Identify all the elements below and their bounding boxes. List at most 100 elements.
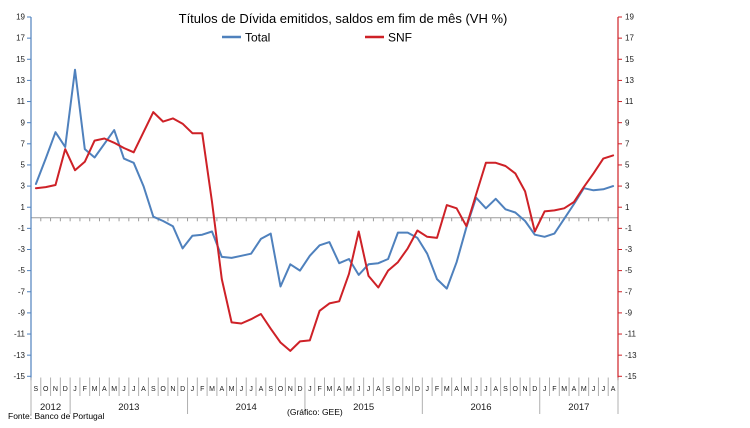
- year-label: 2016: [470, 402, 491, 413]
- month-label: N: [523, 386, 528, 393]
- month-label: J: [602, 386, 606, 393]
- right-y-axis-label: -7: [625, 287, 633, 296]
- left-y-axis-label: 9: [21, 118, 26, 127]
- month-label: M: [581, 386, 587, 393]
- month-label: J: [240, 386, 244, 393]
- right-y-axis-label: -1: [625, 224, 633, 233]
- month-label: J: [122, 386, 126, 393]
- month-label: F: [83, 386, 87, 393]
- left-y-axis-label: -15: [13, 372, 25, 381]
- right-y-axis-label: 15: [625, 55, 634, 64]
- month-label: J: [425, 386, 429, 393]
- year-label: 2013: [118, 402, 139, 413]
- month-label: A: [572, 386, 577, 393]
- month-label: J: [191, 386, 195, 393]
- month-label: O: [278, 386, 284, 393]
- month-label: J: [592, 386, 596, 393]
- legend-snf-label: SNF: [388, 31, 412, 45]
- right-y-axis-label: 5: [625, 161, 630, 170]
- month-label: N: [405, 386, 410, 393]
- left-y-axis-label: 15: [16, 55, 25, 64]
- left-y-axis-label: 5: [21, 161, 26, 170]
- legend: Total SNF: [222, 31, 412, 45]
- month-label: A: [102, 386, 107, 393]
- month-label: D: [415, 386, 420, 393]
- right-y-axis-label: 3: [625, 182, 630, 191]
- month-label: J: [249, 386, 253, 393]
- right-y-axis-label: -3: [625, 245, 633, 254]
- left-y-axis-label: -3: [18, 245, 26, 254]
- month-label: J: [474, 386, 478, 393]
- left-y-axis-label: 3: [21, 182, 26, 191]
- month-label: S: [151, 386, 156, 393]
- right-y-axis-label: 1: [625, 203, 630, 212]
- year-label: 2012: [40, 402, 61, 413]
- month-label: M: [444, 386, 450, 393]
- month-label: M: [326, 386, 332, 393]
- right-y-axis-label: 17: [625, 34, 634, 43]
- month-label: M: [229, 386, 235, 393]
- month-label: S: [268, 386, 273, 393]
- left-y-axis-label: 11: [17, 97, 26, 106]
- month-label: M: [209, 386, 215, 393]
- month-label: A: [454, 386, 459, 393]
- total-line: [34, 68, 615, 290]
- month-label: S: [386, 386, 391, 393]
- month-label: J: [543, 386, 547, 393]
- month-label: A: [611, 386, 616, 393]
- right-y-axis-label: -11: [625, 330, 637, 339]
- month-label: M: [463, 386, 469, 393]
- snf-line: [34, 111, 615, 352]
- left-y-axis-label: 13: [16, 76, 25, 85]
- right-y-axis-label: 19: [625, 13, 634, 22]
- month-label: J: [367, 386, 371, 393]
- chart-title: Títulos de Dívida emitidos, saldos em fi…: [179, 11, 508, 26]
- month-label: F: [435, 386, 439, 393]
- left-y-axis-label: -1: [18, 224, 26, 233]
- month-label: N: [170, 386, 175, 393]
- month-label: O: [43, 386, 49, 393]
- month-label: F: [317, 386, 321, 393]
- right-y-axis-label: 7: [625, 139, 630, 148]
- right-y-axis-label: -13: [625, 351, 637, 360]
- month-label: F: [200, 386, 204, 393]
- month-label: F: [552, 386, 556, 393]
- left-y-axis-label: -5: [18, 266, 26, 275]
- month-label: M: [346, 386, 352, 393]
- month-label: A: [493, 386, 498, 393]
- left-y-axis-label: -9: [18, 308, 26, 317]
- month-label: S: [503, 386, 508, 393]
- left-y-axis-label: 19: [16, 13, 25, 22]
- right-y-axis-label: 11: [625, 97, 634, 106]
- right-y-axis-label: -9: [625, 308, 633, 317]
- left-y-axis-label: 7: [21, 139, 26, 148]
- year-label: 2017: [568, 402, 589, 413]
- year-label: 2015: [353, 402, 374, 413]
- month-label: O: [395, 386, 401, 393]
- legend-item-total: Total: [222, 31, 270, 45]
- month-label: O: [513, 386, 519, 393]
- left-y-axis-label: -7: [18, 287, 26, 296]
- left-y-axis-label: 17: [16, 34, 25, 43]
- month-label: J: [132, 386, 136, 393]
- month-label: D: [298, 386, 303, 393]
- month-label: J: [73, 386, 77, 393]
- month-label: D: [532, 386, 537, 393]
- month-label: O: [160, 386, 166, 393]
- month-label: J: [357, 386, 361, 393]
- month-label: A: [376, 386, 381, 393]
- left-y-axis-label: 1: [21, 203, 26, 212]
- month-label: M: [561, 386, 567, 393]
- legend-total-label: Total: [245, 31, 270, 45]
- month-label: M: [111, 386, 117, 393]
- month-label: A: [219, 386, 224, 393]
- left-y-axis-label: -11: [14, 330, 26, 339]
- right-y-axis-label: -5: [625, 266, 633, 275]
- month-label: J: [484, 386, 488, 393]
- month-label: S: [34, 386, 39, 393]
- month-label: A: [259, 386, 264, 393]
- left-y-axis-label: -13: [13, 351, 25, 360]
